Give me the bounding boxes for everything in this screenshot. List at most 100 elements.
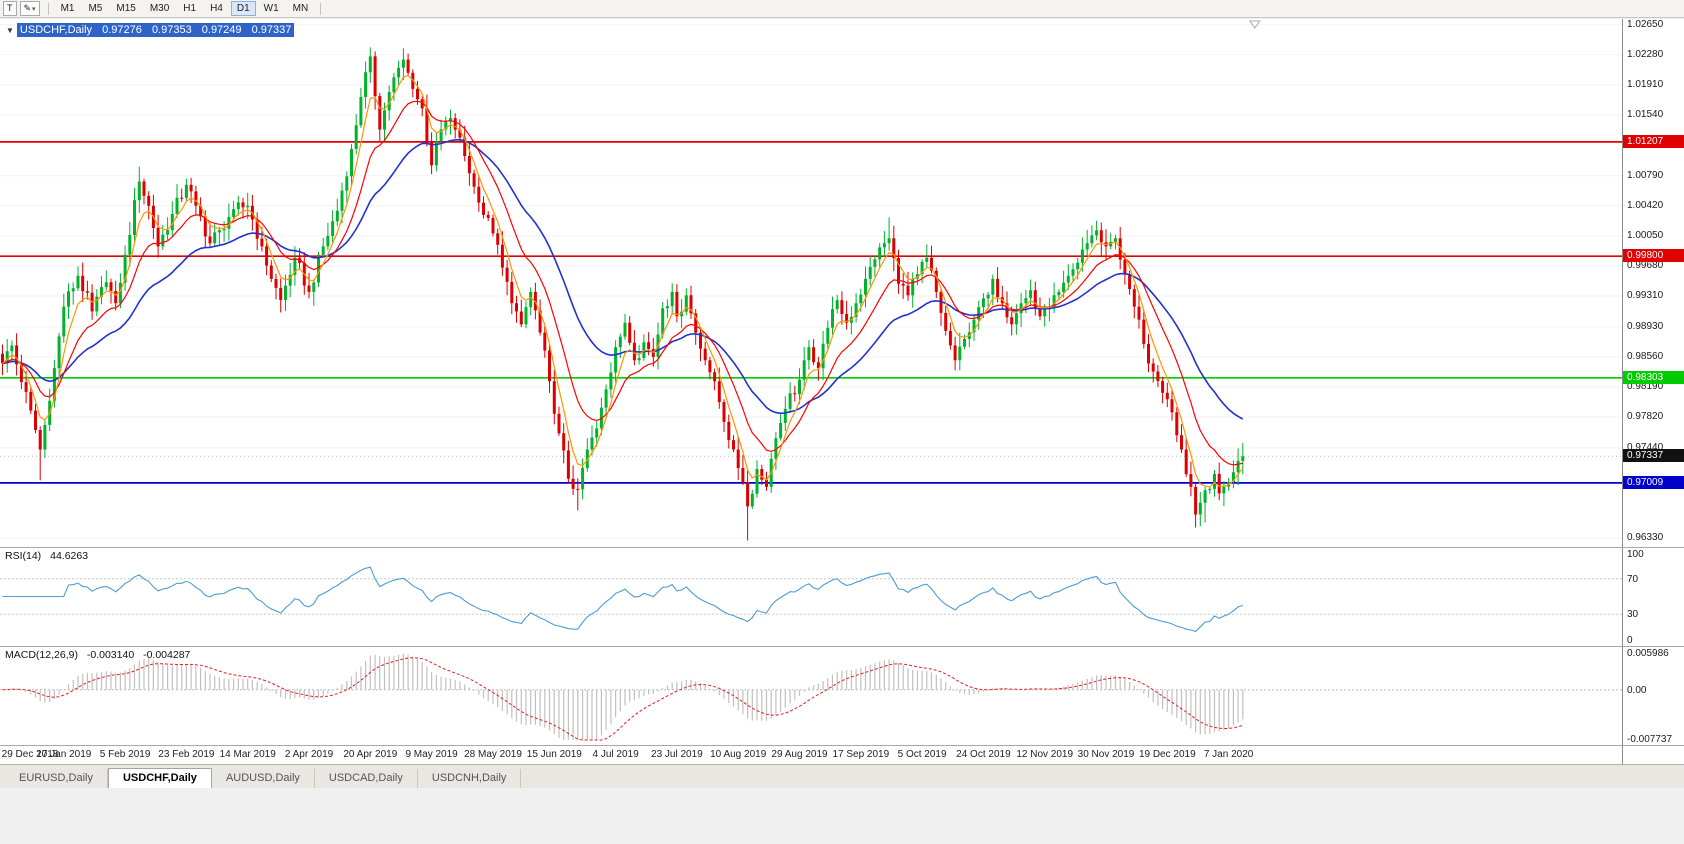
ohlc-open: 0.97276	[102, 24, 142, 36]
chart-tab-audusd[interactable]: AUDUSD,Daily	[212, 769, 315, 788]
chart-shift-marker-icon[interactable]	[1248, 20, 1261, 29]
ma-mid-line	[2, 100, 1243, 466]
rsi-axis-label: 0	[1627, 635, 1633, 646]
candle-bodies-down	[1, 56, 1221, 515]
macd-value: -0.003140	[86, 649, 135, 661]
level-price-label: 0.97009	[1623, 475, 1684, 489]
candle-bodies-up	[5, 56, 1245, 515]
price-tick-label: 0.98930	[1627, 320, 1664, 332]
rsi-name: RSI(14)	[5, 550, 42, 562]
price-tick-label: 0.99680	[1627, 259, 1664, 271]
window-background	[0, 788, 1684, 844]
ohlc-high: 0.97353	[151, 24, 192, 36]
date-label: 2 Apr 2019	[284, 749, 334, 760]
price-chart[interactable]: ▼ USDCHF,Daily 0.97276 0.97353 0.97249 0…	[0, 19, 1622, 547]
macd-axis-label: -0.007737	[1627, 734, 1673, 745]
chart-tab-usdchf[interactable]: USDCHF,Daily	[107, 768, 212, 789]
macd-signal-line	[2, 657, 1243, 741]
rsi-axis[interactable]: 100 70 30 0	[1622, 548, 1684, 647]
price-tick-label: 1.00050	[1627, 229, 1664, 241]
date-label: 30 Nov 2019	[1077, 749, 1135, 760]
price-tick-label: 0.97820	[1627, 411, 1664, 422]
ohlc-readout: USDCHF,Daily 0.97276 0.97353 0.97249 0.9…	[16, 23, 295, 37]
rsi-value: 44.6263	[50, 550, 89, 562]
candle-wicks-up	[6, 47, 1244, 527]
rsi-panel: RSI(14) 44.6263 100 70 30 0	[0, 547, 1684, 647]
macd-axis-label: 0.00	[1627, 684, 1647, 696]
price-tick-label: 1.02650	[1627, 19, 1664, 30]
ohlc-close: 0.97337	[251, 24, 292, 36]
rsi-label: RSI(14) 44.6263	[5, 550, 94, 562]
date-label: 23 Feb 2019	[158, 749, 215, 760]
price-axis[interactable]: 1.02650 1.02280 1.01910 1.01540 1.00790 1.004…	[1622, 19, 1684, 547]
price-tick-label: 0.98190	[1627, 381, 1664, 392]
macd-signal-value: -0.004287	[143, 649, 191, 661]
time-axis-corner	[1622, 746, 1684, 765]
ma-fast-line	[2, 74, 1244, 488]
macd-histogram	[6, 654, 1244, 740]
chart-tab-bar: EURUSD,Daily USDCHF,Daily AUDUSD,Daily USDC…	[0, 764, 1684, 789]
toolbar-separator	[47, 2, 49, 15]
date-label: 17 Sep 2019	[832, 749, 890, 760]
timeframe-button-m1[interactable]: M1	[60, 3, 75, 14]
date-label: 17 Jan 2019	[36, 749, 92, 760]
date-label: 5 Oct 2019	[897, 749, 947, 760]
draw-tool-icon: ✎	[23, 3, 32, 13]
date-label: 15 Jun 2019	[526, 749, 582, 760]
date-label: 20 Apr 2019	[343, 749, 398, 760]
main-chart-panel: ▼ USDCHF,Daily 0.97276 0.97353 0.97249 0…	[0, 19, 1684, 547]
macd-axis[interactable]: 0.005986 0.00 -0.007737	[1622, 647, 1684, 746]
timeframe-button-m30[interactable]: M30	[149, 3, 170, 14]
timeframe-button-w1[interactable]: W1	[263, 3, 279, 14]
dropdown-arrow-icon: ▾	[32, 6, 36, 13]
price-tick-label: 1.02280	[1627, 48, 1664, 60]
chart-tab-eurusd[interactable]: EURUSD,Daily	[5, 769, 108, 788]
date-label: 9 May 2019	[405, 749, 458, 760]
rsi-chart[interactable]: RSI(14) 44.6263	[0, 548, 1622, 647]
timeframe-button-h4[interactable]: H4	[210, 3, 223, 14]
timeframe-button-h1[interactable]: H1	[183, 3, 197, 14]
timeframe-button-m5[interactable]: M5	[88, 3, 103, 14]
bid-price-label: 0.97337	[1623, 449, 1684, 463]
timeframe-group: M1 M5 M15 M30 H1 H4 D1 W1 MN	[54, 1, 316, 16]
macd-axis-label: 0.005986	[1627, 648, 1669, 659]
toolbar-separator	[320, 2, 322, 15]
ohlc-low: 0.97249	[201, 24, 242, 36]
rsi-axis-label: 30	[1627, 609, 1639, 621]
macd-chart[interactable]: MACD(12,26,9) -0.003140 -0.004287	[0, 647, 1622, 746]
date-label: 7 Jan 2020	[1203, 749, 1254, 760]
date-label: 29 Dec 2018	[1, 749, 59, 760]
date-label: 4 Jul 2019	[592, 749, 639, 760]
date-label: 24 Oct 2019	[956, 749, 1011, 760]
timeframe-button-d1[interactable]: D1	[230, 1, 256, 16]
price-tick-label: 0.98560	[1627, 350, 1664, 362]
price-tick-label: 0.97440	[1627, 441, 1664, 453]
level-price-label: 0.98303	[1623, 370, 1684, 384]
date-label: 12 Nov 2019	[1016, 749, 1074, 760]
rsi-axis-label: 100	[1627, 549, 1644, 560]
price-tick-label: 1.00790	[1627, 169, 1664, 181]
chart-tab-usdcad[interactable]: USDCAD,Daily	[315, 769, 418, 788]
time-axis[interactable]: 29 Dec 2018 17 Jan 2019 5 Feb 2019 23 Feb 2…	[0, 746, 1622, 765]
price-tick-label: 1.01540	[1627, 108, 1664, 120]
symbol-collapse-icon[interactable]: ▼	[6, 25, 14, 35]
price-tick-label: 0.96330	[1627, 532, 1664, 544]
timeframe-button-mn[interactable]: MN	[292, 3, 309, 14]
date-label: 19 Dec 2019	[1138, 749, 1196, 760]
date-label: 23 Jul 2019	[651, 749, 703, 760]
date-label: 28 May 2019	[464, 749, 522, 760]
chart-tab-usdcnh[interactable]: USDCNH,Daily	[418, 769, 522, 788]
date-label: 14 Mar 2019	[219, 749, 276, 760]
ma-slow-line	[2, 138, 1244, 420]
date-label: 10 Aug 2019	[710, 749, 767, 760]
toolbar: T ✎▾ M1 M5 M15 M30 H1 H4 D1 W1 MN	[0, 0, 1684, 18]
date-label: 29 Aug 2019	[771, 749, 828, 760]
date-label: 5 Feb 2019	[99, 749, 151, 760]
template-button[interactable]: T	[3, 1, 17, 16]
cursor-tool-button[interactable]: ✎▾	[19, 1, 40, 16]
level-price-label: 0.99800	[1623, 249, 1684, 263]
price-tick-label: 0.99310	[1627, 290, 1664, 301]
macd-label: MACD(12,26,9) -0.003140 -0.004287	[5, 649, 196, 661]
timeframe-button-m15[interactable]: M15	[116, 3, 136, 14]
price-tick-label: 1.00420	[1627, 199, 1664, 211]
